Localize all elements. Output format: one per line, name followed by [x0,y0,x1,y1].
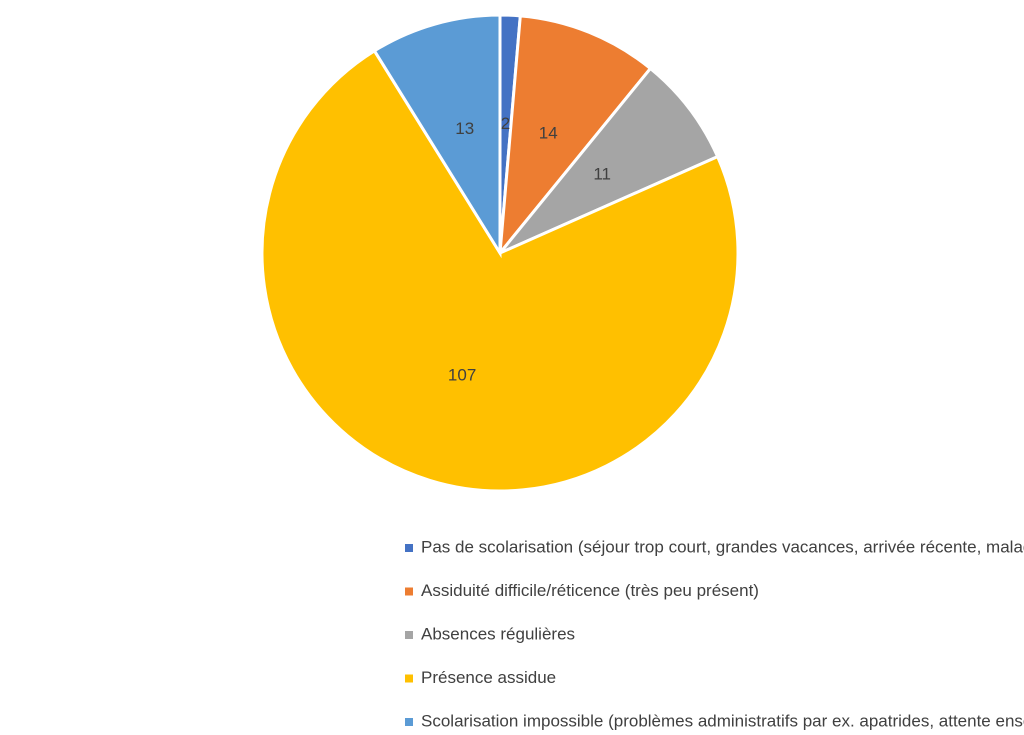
legend-marker [405,718,413,726]
legend-marker [405,674,413,683]
legend-label: Assiduité difficile/réticence (très peu … [421,581,759,600]
data-label: 2 [501,114,510,133]
legend-label: Scolarisation impossible (problèmes admi… [421,711,1024,730]
legend-label: Absences régulières [421,624,575,643]
data-label: 14 [539,123,558,142]
legend-marker [405,587,413,596]
legend-marker [405,544,413,552]
pie-slice [498,66,720,255]
pie-slice [260,48,740,493]
pie-slice [498,14,653,258]
data-label: 13 [455,119,474,138]
data-label: 107 [448,365,476,384]
legend-label: Présence assidue [421,668,556,687]
legend-marker [405,631,413,639]
pie-slice [372,13,502,259]
data-label: 11 [593,165,611,184]
legend-label: Pas de scolarisation (séjour trop court,… [421,537,1024,556]
